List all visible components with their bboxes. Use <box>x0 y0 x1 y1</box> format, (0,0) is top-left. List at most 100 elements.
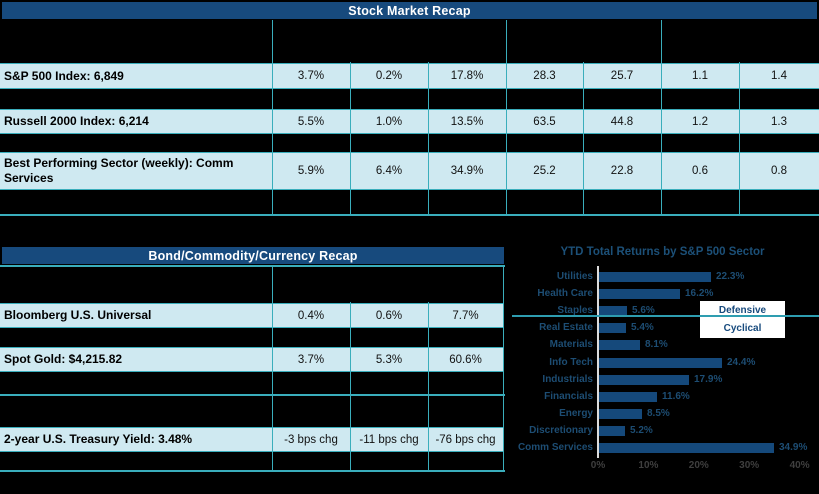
bar-category-label: Info Tech <box>549 356 593 368</box>
x-axis-tick-label: 10% <box>638 460 659 471</box>
row-value-cell: 22.8 <box>610 165 634 177</box>
row-label: Best Performing Sector (weekly): Comm Se… <box>4 156 234 185</box>
row-value-cell: 0.6% <box>375 309 403 322</box>
bar <box>599 306 627 317</box>
row-value-cell: 25.2 <box>533 165 556 177</box>
row-label: Bloomberg U.S. Universal <box>4 308 152 322</box>
row-label: Spot Gold: $4,215.82 <box>4 352 123 366</box>
bar-category-label: Financials <box>544 390 593 402</box>
bar <box>599 374 689 385</box>
row-value-cell: 63.5 <box>533 115 556 128</box>
x-axis-tick-label: 40% <box>789 460 810 471</box>
table-column-divider <box>661 20 662 215</box>
bar <box>599 443 774 453</box>
x-axis-tick-label: 0% <box>590 460 606 471</box>
x-axis-tick-label: 30% <box>739 460 760 471</box>
bond-table-mid-border <box>0 394 505 396</box>
chart-y-axis-line <box>597 266 599 458</box>
defensive-cyclical-divider-line <box>512 315 819 317</box>
table-column-divider <box>503 266 504 470</box>
row-value-cell: 60.6% <box>449 353 482 366</box>
table-column-divider <box>272 20 273 215</box>
bar-category-label: Staples <box>557 305 593 317</box>
stock-table-bottom-border <box>0 214 819 216</box>
bar-category-label: Materials <box>549 339 593 351</box>
legend-item-cyclical: Cyclical <box>723 323 762 335</box>
bar <box>599 272 711 282</box>
bar-category-label: Discretionary <box>529 424 593 436</box>
legend-item-defensive: Defensive <box>718 304 767 316</box>
bar-value-label: 24.4% <box>727 356 756 368</box>
bar <box>599 357 722 368</box>
table-column-divider <box>506 20 507 215</box>
row-value-cell: 28.3 <box>533 70 556 82</box>
row-value-cell: 5.5% <box>297 115 325 128</box>
row-value-cell: 0.8 <box>771 165 787 177</box>
bar-value-label: 8.1% <box>645 339 668 351</box>
bar-value-label: 5.2% <box>630 424 653 436</box>
bar-value-label: 22.3% <box>716 271 745 282</box>
row-value-cell: 6.4% <box>375 165 403 177</box>
row-value-cell: -76 bps chg <box>435 433 496 446</box>
table-row: S&P 500 Index: 6,849 3.7% 0.2% 17.8% 28.3 25.… <box>0 63 819 89</box>
bar-value-label: 8.5% <box>647 407 670 419</box>
table-row: Best Performing Sector (weekly): Comm Se… <box>0 152 819 190</box>
row-value-cell: -3 bps chg <box>284 433 338 446</box>
table-column-divider <box>739 62 740 215</box>
row-value-cell: -11 bps chg <box>359 433 419 446</box>
bar-category-label: Real Estate <box>539 322 593 334</box>
bar <box>599 289 680 300</box>
bar-value-label: 5.6% <box>632 305 655 317</box>
bar-value-label: 17.9% <box>694 373 723 385</box>
bond-table-bottom-border <box>0 470 505 472</box>
row-value-cell: 1.1 <box>692 70 708 82</box>
row-value-cell: 25.7 <box>610 70 634 82</box>
row-value-cell: 0.2% <box>375 70 403 82</box>
row-label: Russell 2000 Index: 6,214 <box>4 114 149 128</box>
row-label: S&P 500 Index: 6,849 <box>4 68 124 83</box>
bar-value-label: 16.2% <box>685 288 714 300</box>
row-value-cell: 1.3 <box>771 115 787 128</box>
row-value-cell: 34.9% <box>450 165 484 177</box>
row-value-cell: 13.5% <box>450 115 484 128</box>
bar-category-label: Utilities <box>556 271 593 282</box>
row-value-cell: 1.2 <box>692 115 708 128</box>
bar <box>599 340 640 351</box>
row-value-cell: 5.3% <box>375 353 403 366</box>
chart-legend: Defensive Cyclical <box>700 301 785 338</box>
table-row: 2-year U.S. Treasury Yield: 3.48% -3 bps … <box>0 427 503 452</box>
x-axis-tick-label: 20% <box>688 460 709 471</box>
row-label: 2-year U.S. Treasury Yield: 3.48% <box>4 432 193 446</box>
bond-table-header-border <box>0 265 505 267</box>
row-value-cell: 44.8 <box>610 115 634 128</box>
row-value-cell: 0.4% <box>297 309 325 322</box>
table-row: Spot Gold: $4,215.82 3.7% 5.3% 60.6% <box>0 347 503 372</box>
table-column-divider <box>350 302 351 470</box>
chart-title: YTD Total Returns by S&P 500 Sector <box>560 246 765 258</box>
bar-category-label: Industrials <box>542 373 593 385</box>
bar <box>599 425 625 436</box>
table-column-divider <box>428 302 429 470</box>
table-column-divider <box>350 62 351 215</box>
bar <box>599 323 626 334</box>
bar-category-label: Energy <box>559 407 593 419</box>
table-row: Russell 2000 Index: 6,214 5.5% 1.0% 13.5% 63… <box>0 109 819 134</box>
bar <box>599 408 642 419</box>
row-value-cell: 3.7% <box>297 353 325 366</box>
row-value-cell: 17.8% <box>450 70 484 82</box>
row-value-cell: 1.0% <box>375 115 403 128</box>
row-value-cell: 3.7% <box>297 70 325 82</box>
table-column-divider <box>428 62 429 215</box>
table-column-divider <box>583 62 584 215</box>
stock-table-title: Stock Market Recap <box>2 2 817 19</box>
bond-table-title: Bond/Commodity/Currency Recap <box>2 247 504 264</box>
bar-value-label: 11.6% <box>662 390 690 402</box>
row-value-cell: 5.9% <box>297 165 325 177</box>
bar-category-label: Health Care <box>537 288 593 300</box>
row-value-cell: 0.6 <box>692 165 708 177</box>
bar-value-label: 34.9% <box>779 442 808 453</box>
bar-category-label: Comm Services <box>517 442 593 453</box>
bar <box>599 391 657 402</box>
table-column-divider <box>272 266 273 470</box>
